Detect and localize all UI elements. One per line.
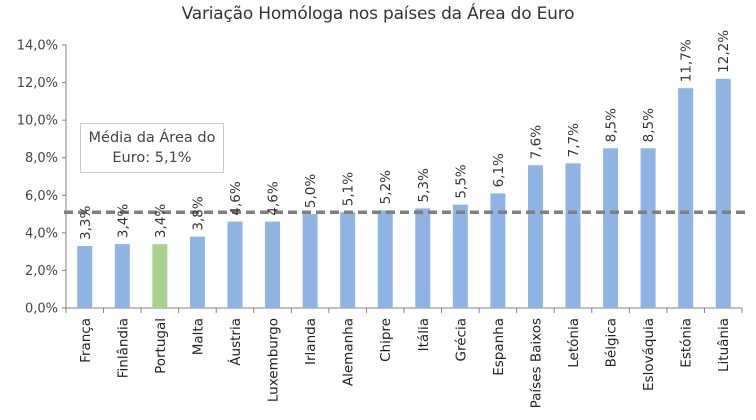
category-label: Chipre: [378, 318, 394, 362]
bar: [227, 221, 243, 308]
value-label: 3,8%: [190, 196, 206, 230]
value-label: 8,5%: [604, 108, 620, 142]
bar: [114, 244, 130, 308]
category-labels: França Finlândia Portugal Malta Áustria Luxem…: [78, 318, 732, 408]
bar: [189, 236, 205, 308]
average-annotation-line1: Média da Área do: [88, 130, 216, 146]
value-label: 12,2%: [716, 30, 732, 73]
value-label: 7,6%: [528, 125, 544, 159]
y-tick-label: 12,0%: [17, 76, 58, 91]
bar: [603, 148, 619, 308]
value-label: 4,6%: [228, 181, 244, 215]
bars: [77, 78, 731, 308]
y-tick-label: 2,0%: [25, 264, 58, 279]
category-label: Alemanha: [341, 318, 357, 386]
category-label: Malta: [190, 318, 206, 355]
category-label: Bélgica: [604, 318, 620, 367]
bar: [302, 214, 318, 308]
category-label: Áustria: [227, 318, 244, 366]
bar: [527, 165, 543, 308]
category-label: Eslováquia: [641, 318, 657, 391]
value-label: 11,7%: [679, 39, 695, 82]
category-label: Portugal: [153, 318, 169, 374]
bar: [490, 193, 506, 308]
bar: [452, 204, 468, 308]
value-label: 3,3%: [78, 206, 94, 240]
category-label: Letónia: [566, 318, 582, 368]
axes: 0,0% 2,0% 4,0% 6,0% 8,0% 10,0% 12,0% 14,0%: [17, 39, 743, 317]
value-label: 3,4%: [115, 204, 131, 238]
value-label: 5,3%: [416, 168, 432, 202]
value-labels: 3,3% 3,4% 3,4% 3,8% 4,6% 4,6% 5,0% 5,1% 5,2% 5,3%…: [78, 30, 732, 240]
y-tick-label: 4,0%: [25, 226, 58, 241]
bar: [152, 244, 168, 308]
value-label: 3,4%: [153, 204, 169, 238]
y-tick-label: 6,0%: [25, 189, 58, 204]
value-label: 5,0%: [303, 174, 319, 208]
y-tick-label: 8,0%: [25, 151, 58, 166]
category-label: Grécia: [453, 318, 469, 361]
bar: [715, 78, 731, 308]
average-annotation-line2: Euro: 5,1%: [112, 150, 192, 166]
bar: [415, 208, 431, 308]
average-annotation: Média da Área do Euro: 5,1%: [80, 123, 224, 173]
category-label: Lituânia: [716, 318, 732, 372]
category-label: Estónia: [679, 318, 695, 368]
category-label: Espanha: [491, 318, 507, 376]
category-label: Países Baixos: [528, 318, 544, 408]
value-label: 4,6%: [266, 181, 282, 215]
value-label: 7,7%: [566, 123, 582, 157]
category-label: Luxemburgo: [266, 318, 282, 402]
y-tick-label: 14,0%: [17, 39, 58, 54]
bar: [265, 221, 281, 308]
category-label: Finlândia: [115, 318, 131, 378]
bar: [377, 210, 393, 308]
value-label: 6,1%: [491, 153, 507, 187]
category-label: Irlanda: [303, 318, 319, 365]
category-label: Itália: [416, 318, 432, 351]
value-label: 5,5%: [453, 164, 469, 198]
bar: [565, 163, 581, 308]
bar: [340, 212, 356, 308]
category-label: França: [78, 318, 94, 363]
bar: [678, 88, 694, 308]
value-label: 5,1%: [341, 172, 357, 206]
y-tick-label: 0,0%: [25, 302, 58, 317]
bar: [640, 148, 656, 308]
y-tick-label: 10,0%: [17, 114, 58, 129]
value-label: 8,5%: [641, 108, 657, 142]
bar: [77, 246, 93, 308]
chart-title: Variação Homóloga nos países da Área do …: [181, 4, 575, 24]
value-label: 5,2%: [378, 170, 394, 204]
